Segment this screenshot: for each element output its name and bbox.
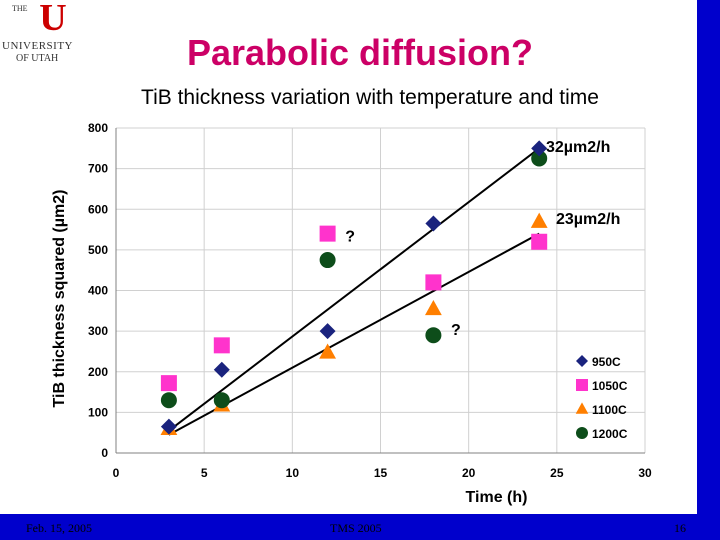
footer-event: TMS 2005 (330, 521, 382, 535)
legend-marker-circle (576, 427, 588, 439)
page-title: Parabolic diffusion? (186, 32, 534, 73)
data-point-diamond (319, 323, 336, 340)
y-tick-label: 400 (88, 284, 108, 298)
data-point-circle (425, 327, 442, 344)
y-tick-label: 0 (101, 446, 108, 460)
y-tick-label: 100 (88, 405, 108, 419)
data-point-diamond (531, 140, 548, 157)
y-tick-label: 700 (88, 162, 108, 176)
y-tick-label: 300 (88, 324, 108, 338)
data-point-triangle (319, 343, 336, 359)
fit-line (168, 232, 540, 436)
footer-page-number: 16 (674, 521, 686, 535)
data-point-diamond (213, 361, 230, 378)
chart-grid (115, 127, 646, 454)
y-axis-title: TiB thickness squared (µm2) (51, 190, 68, 408)
legend-label: 1200C (592, 427, 628, 441)
data-point-circle (319, 252, 336, 269)
chart-axes: 0 100 200 300 400 500 600 700 800 0 5 10 15 20 25 30 Tim… (51, 121, 652, 506)
footer-date: Feb. 15, 2005 (26, 521, 92, 535)
data-points (160, 140, 548, 436)
fit-lines (168, 147, 540, 436)
logo-the-text: THE (12, 4, 28, 13)
y-tick-label: 600 (88, 202, 108, 216)
data-point-circle (160, 392, 177, 409)
x-axis-title: Time (h) (466, 489, 528, 506)
data-point-square (160, 375, 177, 392)
logo-utah-text: OF UTAH (16, 53, 59, 64)
legend-label: 1050C (592, 379, 628, 393)
x-tick-label: 20 (462, 466, 476, 480)
legend-marker-triangle (575, 402, 589, 414)
data-point-triangle (530, 212, 548, 228)
x-tick-label: 10 (286, 466, 300, 480)
x-tick-label: 5 (201, 466, 208, 480)
data-point-square (319, 225, 336, 242)
data-point-diamond (425, 215, 442, 232)
y-tick-label: 800 (88, 121, 108, 135)
data-point-triangle (425, 299, 442, 316)
block-u-icon: U (39, 0, 67, 39)
annotation-label: ? (451, 322, 461, 339)
legend-marker-square (576, 379, 588, 391)
x-tick-label: 25 (550, 466, 564, 480)
chart-legend: 950C 1050C 1100C 1200C (575, 355, 628, 441)
chart-subtitle: TiB thickness variation with temperature… (141, 86, 599, 109)
data-point-circle (213, 392, 230, 409)
legend-label: 950C (592, 355, 621, 369)
chart-labels: 32µm2/h 23µm2/h?? (345, 139, 620, 339)
x-tick-label: 15 (374, 466, 388, 480)
data-point-diamond (160, 418, 177, 435)
y-tick-label: 200 (88, 365, 108, 379)
logo-university-text: UNIVERSITY (2, 40, 73, 52)
fit-line-label: 23µm2/h (556, 211, 620, 228)
x-tick-label: 0 (113, 466, 120, 480)
data-point-square (425, 274, 442, 291)
data-point-circle (531, 150, 548, 167)
fit-line (168, 147, 540, 432)
data-point-square (213, 337, 230, 354)
x-tick-label: 30 (638, 466, 652, 480)
university-logo: THE U UNIVERSITY OF UTAH (0, 0, 92, 70)
legend-label: 1100C (592, 403, 627, 417)
data-point-square (531, 233, 548, 250)
annotation-label: ? (345, 229, 355, 246)
legend-marker-diamond (576, 355, 588, 367)
fit-line-label: 32µm2/h (546, 139, 610, 156)
y-tick-label: 500 (88, 243, 108, 257)
